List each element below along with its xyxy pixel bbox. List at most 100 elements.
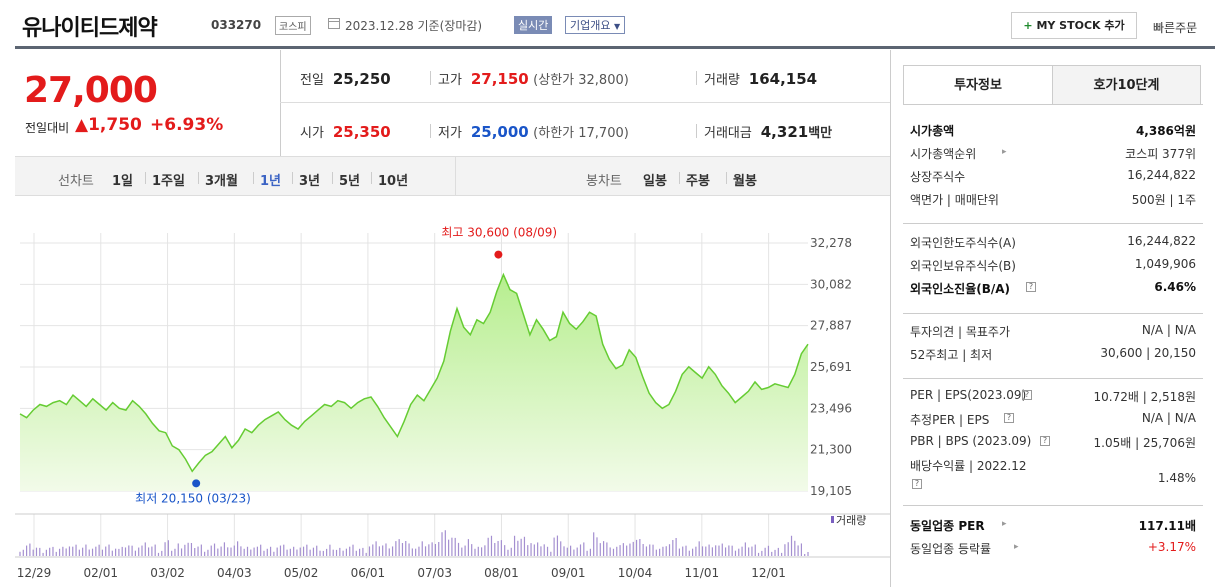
company-overview-dropdown[interactable]: 기업개요 ▼ [565, 16, 626, 34]
period-separator [332, 172, 333, 184]
high-value: 27,150 [470, 70, 529, 88]
help-icon[interactable]: ? [1040, 436, 1050, 446]
tab-underline [903, 104, 1203, 105]
y-tick-label: 21,300 [810, 443, 852, 457]
info-row: 외국인보유주식수(B) 1,049,906 [910, 257, 1196, 280]
period-bar [15, 156, 890, 196]
info-key: 외국인보유주식수(B) [910, 259, 1016, 273]
prev-label: 전일 [300, 73, 324, 88]
add-my-stock-button[interactable]: + MY STOCK 추가 [1011, 12, 1137, 39]
x-tick-label: 12/01 [751, 566, 786, 580]
y-tick-label: 27,887 [810, 319, 852, 333]
period-separator [726, 172, 727, 184]
tab-order-book[interactable]: 호가10단계 [1052, 65, 1201, 105]
volume-label: 거래량 [704, 73, 740, 88]
info-key: PBR | BPS (2023.09) [910, 434, 1032, 448]
info-key: 외국인한도주식수(A) [910, 236, 1016, 250]
calendar-icon [328, 18, 340, 29]
divider [696, 124, 697, 138]
low-label: 최저 20,150 (03/23) [135, 491, 251, 505]
help-icon[interactable]: ? [1026, 282, 1036, 292]
y-tick-label: 32,278 [810, 236, 852, 250]
info-value: +3.17% [1147, 540, 1196, 554]
up-triangle-icon: ▲ [75, 115, 89, 135]
arrow-right-icon[interactable]: ▸ [1014, 542, 1019, 552]
period-separator [292, 172, 293, 184]
section-divider [903, 505, 1203, 506]
low-value: 25,000 [470, 123, 529, 141]
x-tick-label: 05/02 [284, 566, 319, 580]
section-divider [903, 223, 1203, 224]
realtime-button[interactable]: 실시간 [514, 16, 553, 34]
period-option[interactable]: 3년 [299, 174, 321, 189]
divider [890, 50, 891, 587]
info-key: 시가총액순위 [910, 147, 977, 161]
change-amount: 1,750 [88, 115, 142, 135]
help-icon[interactable]: ? [1022, 390, 1032, 400]
y-tick-label: 23,496 [810, 401, 852, 415]
period-separator [145, 172, 146, 184]
info-key: 배당수익률 | 2022.12 [910, 459, 1027, 473]
info-key: 동일업종 등락률 [910, 542, 992, 556]
info-value: 6.46% [1154, 280, 1196, 294]
info-key: 52주최고 | 최저 [910, 348, 993, 362]
line-chart-label: 선차트 [58, 174, 94, 189]
amount-unit: 백만 [808, 126, 833, 141]
info-value: N/A | N/A [1141, 323, 1196, 337]
amount-value: 4,321 [760, 123, 809, 141]
info-value: 10.72배 | 2,518원 [1093, 390, 1196, 404]
help-icon[interactable]: ? [912, 479, 922, 489]
period-option[interactable]: 5년 [339, 174, 361, 189]
candle-option[interactable]: 월봉 [733, 174, 757, 189]
period-separator [198, 172, 199, 184]
divider [280, 50, 281, 156]
low-marker [192, 479, 201, 488]
period-option[interactable]: 1년 [260, 174, 282, 189]
info-row: 투자의견 | 목표주가 N/A | N/A [910, 323, 1196, 346]
info-value: 16,244,822 [1127, 168, 1196, 182]
upper-limit: (상한가 32,800) [533, 73, 629, 88]
header-divider [15, 46, 1215, 49]
x-tick-label: 02/01 [83, 566, 118, 580]
info-value: 4,386억원 [1135, 124, 1196, 138]
basis-date: 2023.12.28 기준(장마감) [345, 19, 483, 33]
period-option[interactable]: 1주일 [152, 174, 185, 189]
high-marker [494, 250, 503, 259]
quick-order-link[interactable]: 빠른주문 [1153, 21, 1198, 35]
divider [280, 102, 890, 103]
high-label: 고가 [438, 73, 462, 88]
info-key: 동일업종 PER [910, 519, 985, 533]
info-key: 시가총액 [910, 124, 955, 138]
candle-option[interactable]: 주봉 [686, 174, 710, 189]
info-value: 1,049,906 [1134, 257, 1196, 271]
candle-option[interactable]: 일봉 [643, 174, 667, 189]
x-tick-label: 10/04 [618, 566, 653, 580]
period-separator [679, 172, 680, 184]
section-divider [903, 378, 1203, 379]
info-key: 투자의견 | 목표주가 [910, 325, 1010, 339]
period-option[interactable]: 3개월 [205, 174, 238, 189]
open-label: 시가 [300, 126, 324, 141]
open-value: 25,350 [332, 123, 391, 141]
info-row: PER | EPS(2023.09) 10.72배 | 2,518원? [910, 388, 1196, 411]
divider [430, 124, 431, 138]
chevron-down-icon: ▼ [613, 22, 621, 31]
arrow-right-icon[interactable]: ▸ [1002, 519, 1007, 529]
info-value: N/A | N/A [1141, 411, 1196, 425]
overview-label: 기업개요 [570, 19, 611, 32]
info-row: 동일업종 PER 117.11배 ▸ [910, 517, 1196, 540]
period-option[interactable]: 10년 [378, 174, 409, 189]
x-tick-label: 04/03 [217, 566, 252, 580]
arrow-right-icon[interactable]: ▸ [1002, 147, 1007, 157]
x-tick-label: 06/01 [351, 566, 386, 580]
info-row: 외국인한도주식수(A) 16,244,822 [910, 234, 1196, 257]
period-option[interactable]: 1일 [112, 174, 134, 189]
prev-close: 전일 25,250 [300, 69, 391, 88]
tab-investment-info[interactable]: 투자정보 [903, 65, 1053, 105]
help-icon[interactable]: ? [1004, 413, 1014, 423]
volume-legend-label: 거래량 [836, 514, 866, 527]
high-label: 최고 30,600 (08/09) [441, 226, 557, 240]
info-row: PBR | BPS (2023.09) 1.05배 | 25,706원? [910, 434, 1196, 457]
amount-label: 거래대금 [704, 126, 752, 141]
my-stock-label: MY STOCK 추가 [1036, 19, 1125, 32]
